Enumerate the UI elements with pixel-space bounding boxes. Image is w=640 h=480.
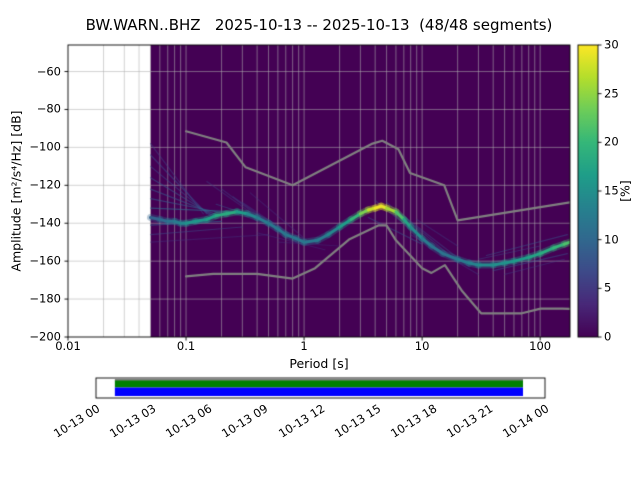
y-tick-label: −180 — [29, 291, 61, 306]
x-axis-label: Period [s] — [289, 356, 349, 371]
colorbar-tick-label: 10 — [604, 231, 619, 246]
y-tick-label: −120 — [29, 177, 61, 192]
y-tick-label: −140 — [29, 215, 61, 230]
colorbar-tick-label: 5 — [604, 280, 612, 295]
colorbar-tick-label: 25 — [604, 85, 619, 100]
x-tick-label: 0.01 — [55, 339, 81, 353]
colorbar-tick-label: 15 — [604, 183, 619, 198]
colorbar-label: [%] — [617, 180, 633, 202]
y-tick-label: −60 — [36, 63, 61, 78]
colorbar-tick-label: 30 — [604, 37, 619, 52]
x-tick-label: 10 — [414, 339, 430, 353]
y-tick-label: −100 — [29, 139, 61, 154]
y-tick-label: −160 — [29, 253, 61, 268]
y-axis-label: Amplitude [m²/s⁴/Hz] [dB] — [8, 110, 24, 272]
y-tick-label: −80 — [36, 101, 61, 116]
chart-title: BW.WARN..BHZ 2025-10-13 -- 2025-10-13 (4… — [85, 16, 553, 34]
colorbar-tick-label: 0 — [604, 329, 612, 344]
colorbar-tick-label: 20 — [604, 134, 619, 149]
x-tick-label: 1 — [300, 339, 308, 353]
y-tick-label: −200 — [29, 329, 61, 344]
x-tick-label: 0.1 — [176, 339, 196, 353]
x-tick-label: 100 — [529, 339, 552, 353]
